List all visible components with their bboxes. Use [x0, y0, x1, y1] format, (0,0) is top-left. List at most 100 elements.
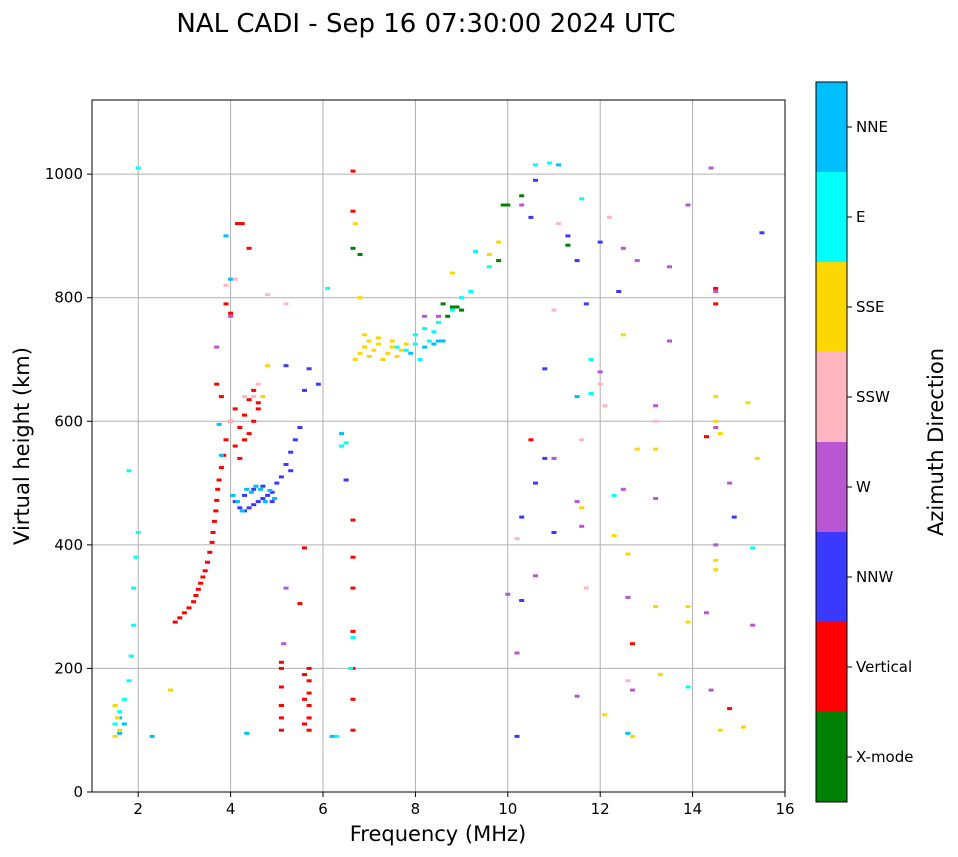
echo-point-ssw	[265, 293, 271, 297]
echo-point-vertical	[278, 685, 284, 689]
y-tick-label: 600	[54, 412, 83, 430]
echo-point-w	[519, 203, 525, 207]
echo-point-ssw	[514, 537, 520, 541]
echo-point-nnw	[551, 531, 557, 534]
echo-point-sse	[389, 339, 395, 343]
echo-point-nnw	[265, 493, 271, 497]
echo-point-sse	[117, 728, 123, 732]
echo-point-nne	[440, 339, 446, 343]
echo-point-vertical	[306, 666, 312, 670]
echo-point-ssw	[551, 308, 557, 312]
echo-point-vertical	[223, 302, 229, 306]
echo-point-vertical	[278, 660, 284, 664]
colorbar-label: NNW	[856, 568, 893, 586]
echo-point-nnw	[514, 734, 520, 738]
echo-point-sse	[366, 339, 372, 343]
echo-point-nne	[235, 500, 240, 504]
echo-point-w	[436, 314, 441, 318]
echo-point-nne	[329, 734, 335, 738]
echo-point-nne	[625, 731, 631, 735]
echo-point-nne	[228, 277, 234, 281]
echo-point-e	[343, 441, 349, 445]
azimuth-colorbar: NNE E SSE SSW W NNW Vertical X-mode	[815, 81, 913, 803]
echo-point-e	[131, 586, 137, 590]
echo-point-w	[281, 642, 287, 646]
echo-point-vertical	[207, 550, 213, 554]
echo-point-w	[708, 166, 714, 170]
echo-point-vertical	[223, 438, 229, 442]
echo-point-e	[422, 327, 428, 331]
colorbar-title: Azimuth Direction	[924, 348, 948, 536]
echo-point-w	[667, 265, 672, 269]
echo-point-vertical	[302, 673, 307, 677]
echo-point-vertical	[350, 586, 356, 590]
echo-point-e	[412, 333, 418, 337]
colorbar-frame	[815, 81, 848, 803]
echo-point-sse	[685, 620, 691, 624]
echo-point-e	[546, 161, 552, 165]
echo-point-sse	[653, 447, 659, 451]
y-tick-label: 400	[54, 536, 83, 554]
echo-point-vertical	[306, 728, 312, 732]
echo-point-sse	[357, 351, 363, 355]
echo-point-sse	[634, 447, 640, 451]
echo-point-w	[750, 623, 756, 627]
echo-point-vertical	[215, 487, 221, 491]
echo-point-x-mode	[505, 203, 511, 207]
echo-point-e	[611, 493, 617, 497]
echo-point-nnw	[533, 481, 538, 485]
x-tick-label: 8	[411, 800, 421, 818]
y-axis-label: Virtual height (km)	[10, 347, 34, 545]
colorbar-label: NNE	[856, 118, 888, 136]
echo-point-nne	[436, 339, 441, 343]
echo-point-vertical	[306, 704, 312, 707]
echo-point-nnw	[255, 500, 261, 504]
echo-point-vertical	[350, 209, 356, 213]
echo-point-vertical	[350, 518, 356, 522]
echo-point-nnw	[519, 515, 525, 519]
echo-point-nnw	[251, 487, 257, 491]
echo-point-e	[459, 296, 465, 300]
echo-point-w	[708, 688, 714, 692]
echo-point-vertical	[202, 569, 208, 573]
echo-point-nne	[262, 500, 268, 504]
echo-point-nne	[248, 490, 254, 494]
echo-point-nnw	[278, 475, 284, 479]
echo-point-ssw	[625, 679, 631, 683]
echo-point-e	[588, 392, 594, 395]
echo-point-w	[704, 611, 709, 615]
echo-point-vertical	[302, 546, 307, 550]
echo-point-nnw	[528, 215, 534, 219]
echo-point-sse	[260, 395, 266, 399]
x-tick-label: 6	[318, 800, 328, 818]
echo-point-e	[135, 531, 141, 534]
plot-background	[92, 100, 785, 792]
x-tick-label: 2	[133, 800, 143, 818]
colorbar-segment-nne	[816, 82, 847, 172]
echo-point-vertical	[306, 716, 312, 720]
echo-point-vertical	[232, 407, 238, 411]
echo-point-sse	[717, 432, 723, 436]
colorbar-segment-w	[816, 442, 847, 532]
colorbar-segment-nnw	[816, 532, 847, 622]
echo-point-nne	[431, 342, 437, 346]
echo-point-nne	[244, 487, 250, 491]
echo-point-e	[135, 166, 141, 170]
echo-point-nnw	[283, 463, 289, 466]
echo-point-w	[620, 246, 626, 250]
echo-point-vertical	[242, 413, 247, 417]
echo-point-vertical	[239, 222, 245, 226]
echo-point-w	[422, 314, 428, 318]
echo-point-vertical	[235, 222, 240, 226]
echo-point-e	[339, 444, 344, 448]
echo-point-ssw	[556, 222, 562, 226]
echo-point-sse	[740, 725, 746, 729]
echo-point-sse	[357, 296, 363, 300]
echo-point-nnw	[731, 515, 737, 519]
echo-point-w	[574, 500, 580, 504]
data-marks	[112, 161, 765, 738]
echo-point-nne	[258, 487, 264, 491]
echo-point-vertical	[246, 246, 252, 250]
echo-point-nne	[272, 497, 277, 500]
echo-point-vertical	[191, 600, 197, 604]
